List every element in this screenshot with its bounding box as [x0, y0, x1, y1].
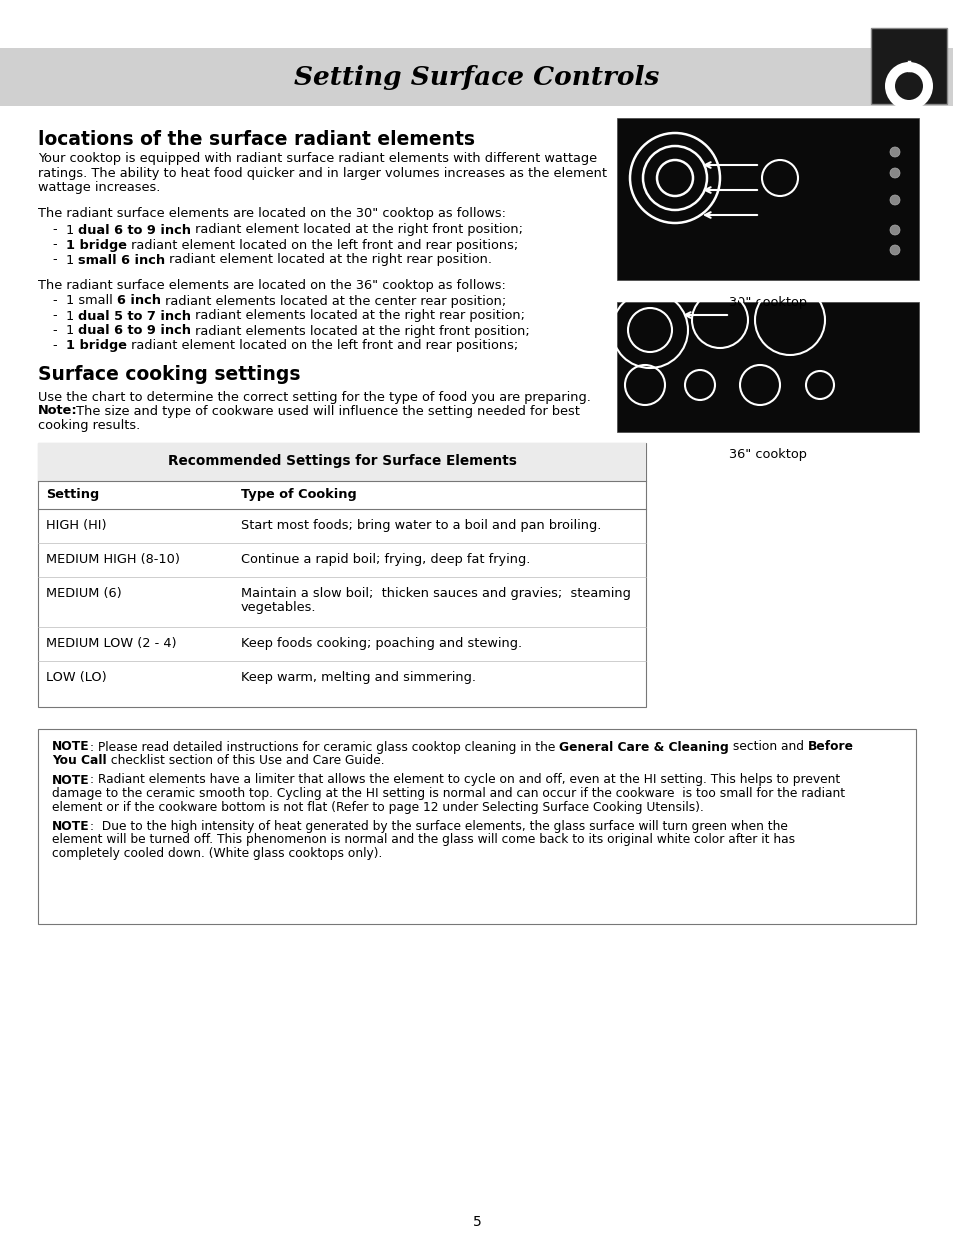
Text: Maintain a slow boil;  thicken sauces and gravies;  steaming: Maintain a slow boil; thicken sauces and… — [241, 587, 630, 599]
Text: 5: 5 — [472, 1215, 481, 1229]
Circle shape — [889, 245, 899, 254]
Circle shape — [889, 147, 899, 157]
Text: cooking results.: cooking results. — [38, 419, 140, 431]
Text: MEDIUM LOW (2 - 4): MEDIUM LOW (2 - 4) — [46, 636, 176, 650]
Text: completely cooled down. (White glass cooktops only).: completely cooled down. (White glass coo… — [52, 847, 382, 860]
Text: radiant elements located at the right front position;: radiant elements located at the right fr… — [192, 325, 530, 337]
Text: Use the chart to determine the correct setting for the type of food you are prep: Use the chart to determine the correct s… — [38, 390, 590, 404]
Text: element will be turned off. This phenomenon is normal and the glass will come ba: element will be turned off. This phenome… — [52, 834, 794, 846]
Text: -: - — [52, 253, 56, 267]
Text: : Radiant elements have a limiter that allows the element to cycle on and off, e: : Radiant elements have a limiter that a… — [90, 773, 839, 787]
Text: The radiant surface elements are located on the 30" cooktop as follows:: The radiant surface elements are located… — [38, 207, 505, 221]
Text: ratings. The ability to heat food quicker and in larger volumes increases as the: ratings. The ability to heat food quicke… — [38, 167, 606, 179]
Bar — [38, 442, 645, 480]
Text: -: - — [52, 325, 56, 337]
Text: checklist section of this Use and Care Guide.: checklist section of this Use and Care G… — [107, 755, 384, 767]
Text: 36" cooktop: 36" cooktop — [728, 448, 806, 461]
Circle shape — [889, 225, 899, 235]
Text: radiant elements located at the center rear position;: radiant elements located at the center r… — [161, 294, 506, 308]
Bar — [0, 48, 953, 106]
Text: -: - — [52, 224, 56, 236]
Text: 1 bridge: 1 bridge — [66, 340, 127, 352]
Text: Continue a rapid boil; frying, deep fat frying.: Continue a rapid boil; frying, deep fat … — [241, 552, 530, 566]
Text: section and: section and — [728, 741, 806, 753]
Text: Recommended Settings for Surface Elements: Recommended Settings for Surface Element… — [168, 454, 516, 468]
Bar — [38, 729, 915, 924]
Text: The radiant surface elements are located on the 36" cooktop as follows:: The radiant surface elements are located… — [38, 279, 505, 291]
Text: dual 5 to 7 inch: dual 5 to 7 inch — [78, 310, 192, 322]
Text: -: - — [52, 340, 56, 352]
Text: small 6 inch: small 6 inch — [78, 253, 165, 267]
Text: radiant element located at the right front position;: radiant element located at the right fro… — [192, 224, 523, 236]
Text: NOTE: NOTE — [52, 773, 90, 787]
Text: :  Due to the high intensity of heat generated by the surface elements, the glas: : Due to the high intensity of heat gene… — [90, 820, 786, 832]
Text: -: - — [52, 238, 56, 252]
Text: wattage increases.: wattage increases. — [38, 182, 160, 194]
Text: Keep foods cooking; poaching and stewing.: Keep foods cooking; poaching and stewing… — [241, 636, 521, 650]
Text: damage to the ceramic smooth top. Cycling at the HI setting is normal and can oc: damage to the ceramic smooth top. Cyclin… — [52, 787, 844, 800]
Text: dual 6 to 9 inch: dual 6 to 9 inch — [78, 224, 192, 236]
Text: MEDIUM (6): MEDIUM (6) — [46, 587, 122, 599]
Text: Setting: Setting — [46, 488, 99, 501]
Text: 30" cooktop: 30" cooktop — [728, 296, 806, 309]
Text: Your cooktop is equipped with radiant surface radiant elements with different wa: Your cooktop is equipped with radiant su… — [38, 152, 597, 165]
Circle shape — [894, 72, 923, 100]
Text: You Call: You Call — [52, 755, 107, 767]
Text: 6 inch: 6 inch — [117, 294, 161, 308]
Circle shape — [889, 168, 899, 178]
Text: 1 small: 1 small — [66, 294, 117, 308]
Text: : Please read detailed instructions for ceramic glass cooktop cleaning in the: : Please read detailed instructions for … — [90, 741, 558, 753]
Bar — [617, 303, 918, 432]
Text: 1: 1 — [66, 224, 78, 236]
Circle shape — [884, 62, 932, 110]
Circle shape — [889, 195, 899, 205]
Text: Start most foods; bring water to a boil and pan broiling.: Start most foods; bring water to a boil … — [241, 519, 600, 531]
Text: 1 bridge: 1 bridge — [66, 238, 127, 252]
Text: radiant element located on the left front and rear positions;: radiant element located on the left fron… — [127, 340, 517, 352]
Text: vegetables.: vegetables. — [241, 600, 316, 614]
Text: General Care & Cleaning: General Care & Cleaning — [558, 741, 728, 753]
Bar — [617, 119, 918, 280]
Text: dual 6 to 9 inch: dual 6 to 9 inch — [78, 325, 192, 337]
Text: 1: 1 — [66, 310, 78, 322]
Text: Keep warm, melting and simmering.: Keep warm, melting and simmering. — [241, 671, 476, 683]
Text: Type of Cooking: Type of Cooking — [241, 488, 356, 501]
Text: 1: 1 — [66, 253, 78, 267]
Text: Surface cooking settings: Surface cooking settings — [38, 364, 300, 384]
Text: NOTE: NOTE — [52, 741, 90, 753]
Text: radiant elements located at the right rear position;: radiant elements located at the right re… — [192, 310, 525, 322]
Text: NOTE: NOTE — [52, 820, 90, 832]
Text: LOW (LO): LOW (LO) — [46, 671, 107, 683]
Text: HIGH (HI): HIGH (HI) — [46, 519, 107, 531]
Text: locations of the surface radiant elements: locations of the surface radiant element… — [38, 130, 475, 149]
Bar — [38, 442, 645, 706]
Text: 1: 1 — [66, 325, 78, 337]
Text: radiant element located at the right rear position.: radiant element located at the right rea… — [165, 253, 492, 267]
Text: -: - — [52, 310, 56, 322]
Text: -: - — [52, 294, 56, 308]
Text: Before: Before — [806, 741, 853, 753]
Bar — [870, 28, 946, 104]
Text: element or if the cookware bottom is not flat (Refer to page 12 under Selecting : element or if the cookware bottom is not… — [52, 800, 703, 814]
Text: MEDIUM HIGH (8-10): MEDIUM HIGH (8-10) — [46, 552, 180, 566]
Text: Note:: Note: — [38, 405, 77, 417]
Text: radiant element located on the left front and rear positions;: radiant element located on the left fron… — [127, 238, 517, 252]
Text: The size and type of cookware used will influence the setting needed for best: The size and type of cookware used will … — [71, 405, 579, 417]
Text: Setting Surface Controls: Setting Surface Controls — [294, 64, 659, 89]
